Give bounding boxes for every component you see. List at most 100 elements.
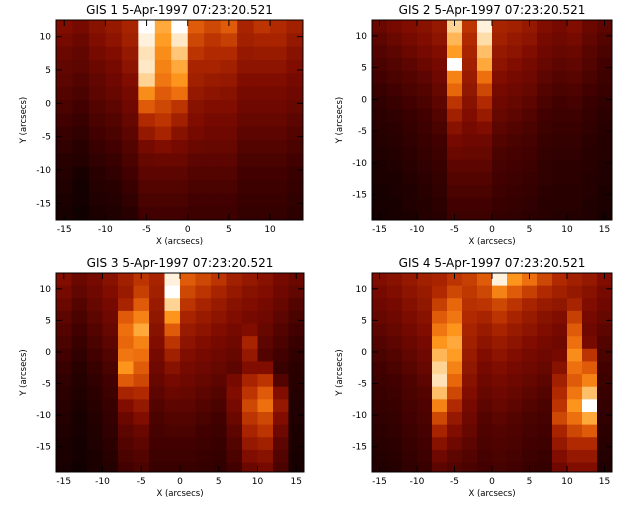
heatmap-cell <box>88 86 106 101</box>
heatmap-cell <box>204 166 222 181</box>
heatmap-cell <box>477 58 493 72</box>
heatmap-cell <box>597 121 613 135</box>
heatmap-cell <box>447 83 463 97</box>
heatmap-cell <box>597 134 613 148</box>
heatmap-cell <box>204 180 222 194</box>
heatmap-cell <box>288 273 305 287</box>
y-tick-label: -10 <box>352 159 367 169</box>
heatmap-cell <box>432 449 448 464</box>
heatmap-cell <box>195 437 212 451</box>
heatmap-cell <box>220 60 238 74</box>
heatmap-cell <box>87 298 103 312</box>
heatmap-cell <box>477 285 493 299</box>
heatmap-cell <box>118 285 134 299</box>
heatmap-cell <box>462 210 478 221</box>
heatmap-cell <box>72 206 90 221</box>
heatmap-cell <box>522 58 538 72</box>
heatmap-cell <box>56 113 73 128</box>
heatmap-cell <box>477 273 493 287</box>
heatmap-cell <box>507 159 523 173</box>
heatmap-cell <box>537 159 553 173</box>
heatmap-cell <box>164 361 181 375</box>
heatmap-cell <box>211 336 227 350</box>
heatmap-cell <box>477 462 493 473</box>
heatmap-cells <box>372 20 613 221</box>
heatmap-cell <box>105 140 123 154</box>
heatmap-cell <box>507 20 523 34</box>
heatmap-cell <box>507 462 523 473</box>
heatmap-cell <box>567 210 583 221</box>
x-tick-label: 10 <box>561 477 573 487</box>
heatmap-cell <box>477 96 493 110</box>
heatmap-cell <box>118 310 134 325</box>
heatmap-cell <box>286 20 304 34</box>
y-tick-label: 10 <box>40 33 52 43</box>
heatmap-cell <box>133 437 150 451</box>
heatmap-cell <box>507 374 523 388</box>
heatmap-cell <box>195 336 212 350</box>
y-tick-label: -15 <box>352 191 367 201</box>
heatmap-cell <box>402 411 418 426</box>
heatmap-cell <box>133 273 150 287</box>
heatmap-cell <box>417 399 433 413</box>
heatmap-cell <box>237 20 255 34</box>
heatmap-cell <box>242 348 258 362</box>
heatmap-cell <box>567 159 583 173</box>
heatmap-cell <box>432 273 448 287</box>
heatmap-cell <box>253 73 271 88</box>
heatmap-cell <box>270 46 288 61</box>
heatmap-cell <box>462 323 478 337</box>
heatmap-cell <box>138 126 156 141</box>
heatmap-cell <box>417 298 433 312</box>
heatmap-cell <box>220 166 238 181</box>
heatmap-cell <box>492 336 508 350</box>
heatmap-cell <box>138 166 156 181</box>
heatmap-cell <box>372 411 388 426</box>
heatmap-cell <box>257 386 274 400</box>
heatmap-cell <box>552 411 568 426</box>
heatmap-cell <box>372 197 388 211</box>
heatmap-cell <box>171 126 189 141</box>
heatmap-cell <box>432 96 448 110</box>
heatmap-cell <box>537 185 553 199</box>
heatmap-cell <box>372 298 388 312</box>
heatmap-cell <box>105 166 123 181</box>
heatmap-cell <box>154 46 172 61</box>
heatmap-cell <box>87 424 103 438</box>
heatmap-cell <box>417 449 433 464</box>
heatmap-cell <box>552 298 568 312</box>
heatmap-cell <box>387 70 403 84</box>
heatmap-cell <box>552 45 568 59</box>
heatmap-cell <box>552 399 568 413</box>
heatmap-cell <box>402 32 418 46</box>
heatmap-cell <box>138 113 156 128</box>
heatmap-cell <box>211 273 227 287</box>
heatmap-cell <box>270 33 288 48</box>
heatmap-cell <box>180 336 196 350</box>
y-tick-label: -10 <box>36 166 51 176</box>
heatmap-cell <box>88 153 106 168</box>
heatmap-cell <box>462 449 478 464</box>
heatmap-cell <box>402 386 418 400</box>
heatmap-cell <box>71 361 88 375</box>
heatmap-cell <box>552 310 568 325</box>
heatmap-cell <box>138 86 156 101</box>
heatmap-cell <box>56 310 72 325</box>
heatmap-cell <box>462 336 478 350</box>
heatmap-cell <box>402 449 418 464</box>
heatmap-cell <box>372 32 388 46</box>
heatmap-cell <box>187 60 205 74</box>
heatmap-cell <box>242 323 258 337</box>
heatmap-cell <box>432 70 448 84</box>
x-tick-label: 0 <box>489 477 495 487</box>
heatmap-cell <box>507 298 523 312</box>
heatmap-cell <box>462 374 478 388</box>
heatmap-cell <box>417 172 433 186</box>
heatmap-cell <box>462 348 478 362</box>
heatmap-cell <box>88 140 106 154</box>
heatmap-cell <box>56 180 73 194</box>
heatmap-cell <box>507 386 523 400</box>
heatmap-cell <box>72 153 90 168</box>
heatmap-cell <box>211 374 227 388</box>
heatmap-cell <box>582 336 598 350</box>
